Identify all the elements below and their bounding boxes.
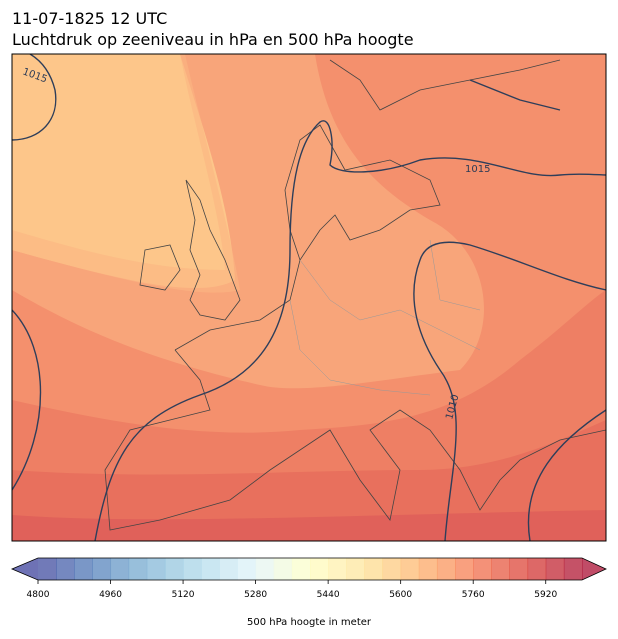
title-subject: Luchtdruk op zeeniveau in hPa en 500 hPa… xyxy=(12,30,414,49)
colorbar-tick-label: 5280 xyxy=(244,590,267,600)
colorbar-segment xyxy=(74,558,93,580)
colorbar-label: 500 hPa hoogte in meter xyxy=(247,617,372,628)
colorbar-segment xyxy=(219,558,238,580)
colorbar-segment xyxy=(491,558,510,580)
colorbar-segment xyxy=(563,558,583,580)
colorbar-segment xyxy=(128,558,148,580)
colorbar-segment xyxy=(346,558,365,580)
colorbar-segment xyxy=(418,558,438,580)
colorbar-segment xyxy=(38,558,57,580)
colorbar-segment xyxy=(364,558,384,580)
colorbar-segment xyxy=(273,558,293,580)
colorbar-tick-label: 5600 xyxy=(389,590,412,600)
colorbar-segment xyxy=(237,558,257,580)
colorbar-segment xyxy=(56,558,75,580)
colorbar-segment xyxy=(255,558,275,580)
colorbar-tick-label: 5440 xyxy=(317,590,340,600)
colorbar-segment xyxy=(164,558,184,580)
colorbar: 4800 4960 5120 5280 5440 5600 5760 5920 xyxy=(10,557,607,600)
colorbar-segment xyxy=(455,558,474,580)
colorbar-segment xyxy=(545,558,565,580)
colorbar-segment xyxy=(436,558,456,580)
map: 1015 1015 1010 xyxy=(12,54,606,541)
colorbar-tick-label: 5920 xyxy=(534,590,557,600)
colorbar-segment xyxy=(92,558,112,580)
map-frame xyxy=(11,53,607,542)
colorbar-segment xyxy=(382,558,402,580)
colorbar-segment xyxy=(201,558,220,580)
colorbar-tick-label: 4800 xyxy=(27,590,50,600)
title-date: 11-07-1825 12 UTC xyxy=(12,9,167,28)
colorbar-tick-label: 5120 xyxy=(172,590,195,600)
colorbar-segment xyxy=(291,558,311,580)
colorbar-tick-label: 4960 xyxy=(99,590,122,600)
colorbar-segment xyxy=(473,558,492,580)
colorbar-segment xyxy=(328,558,347,580)
colorbar-extend-low xyxy=(12,558,38,580)
colorbar-segment xyxy=(310,558,329,580)
colorbar-segment xyxy=(110,558,130,580)
contour-label: 1015 xyxy=(465,164,490,175)
colorbar-segment xyxy=(400,558,420,580)
colorbar-tick-label: 5760 xyxy=(462,590,485,600)
colorbar-segment xyxy=(509,558,529,580)
colorbar-segment xyxy=(527,558,547,580)
colorbar-segment xyxy=(183,558,202,580)
colorbar-extend-high xyxy=(582,558,606,580)
colorbar-segment xyxy=(146,558,166,580)
